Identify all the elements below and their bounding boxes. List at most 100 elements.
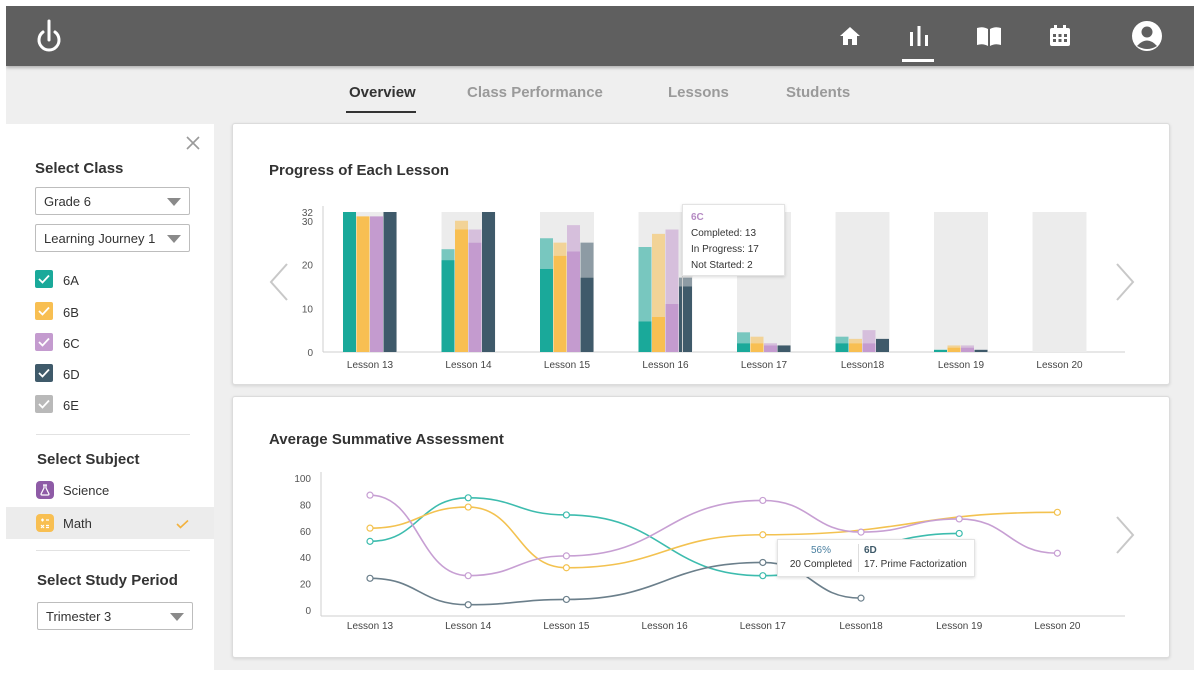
bar-in-progress <box>947 345 961 348</box>
bar-completed <box>777 345 791 352</box>
grade-select[interactable]: Grade 6 <box>35 187 190 215</box>
data-point <box>366 524 374 532</box>
progress-tooltip: 6C Completed: 13 In Progress: 17 Not Sta… <box>682 204 785 276</box>
tab-class-performance[interactable]: Class Performance <box>467 84 603 101</box>
bar-in-progress <box>638 247 652 322</box>
class-6d-checkbox[interactable] <box>35 364 53 382</box>
bar-in-progress <box>862 330 876 344</box>
bar-completed <box>737 343 750 352</box>
subject-item-science[interactable]: Science <box>6 474 214 506</box>
bar-in-progress <box>737 332 750 344</box>
bar-completed <box>652 317 665 352</box>
bar-completed <box>849 343 862 352</box>
y-tick-label: 0 <box>307 348 313 359</box>
bar-completed <box>455 229 468 352</box>
data-point <box>562 564 570 572</box>
data-point <box>955 529 963 538</box>
class-6a-checkbox[interactable] <box>35 270 53 288</box>
x-tick-label: Lesson 15 <box>543 621 590 632</box>
tooltip-completed-count: 20 Completed <box>789 559 853 570</box>
chevron-down-icon <box>170 613 184 621</box>
chevron-right-icon[interactable] <box>1113 262 1137 302</box>
data-point <box>759 572 767 580</box>
bar-completed <box>441 260 455 352</box>
select-study-period-title: Select Study Period <box>37 572 178 589</box>
bar-completed <box>679 286 692 352</box>
bar-completed <box>876 338 889 352</box>
main-tabs: Overview Class Performance Lessons Stude… <box>6 84 1194 116</box>
bar-completed <box>764 345 777 352</box>
book-icon[interactable] <box>975 22 1003 50</box>
class-6c-checkbox[interactable] <box>35 333 53 351</box>
power-logo-icon[interactable] <box>34 18 64 54</box>
chevron-right-icon[interactable] <box>1113 515 1137 555</box>
learning-journey-select[interactable]: Learning Journey 1 <box>35 224 190 252</box>
tooltip-lesson: 17. Prime Factorization <box>864 559 967 570</box>
class-6b-label: 6B <box>63 305 79 320</box>
subject-label-science: Science <box>63 483 110 498</box>
close-icon[interactable] <box>186 136 200 150</box>
divider <box>36 550 190 551</box>
tab-overview[interactable]: Overview <box>349 84 416 101</box>
bar-chart-icon[interactable] <box>905 22 933 50</box>
bar-in-progress <box>580 242 594 278</box>
bar-completed <box>862 343 876 352</box>
home-icon[interactable] <box>836 22 864 50</box>
flask-icon <box>36 481 54 499</box>
x-tick-label: Lesson 20 <box>1034 621 1081 632</box>
tooltip-pointer-line <box>682 204 683 352</box>
bar-in-progress <box>567 225 580 252</box>
grade-value: Grade 6 <box>44 194 91 209</box>
chevron-down-icon <box>167 235 181 243</box>
tab-students[interactable]: Students <box>786 84 851 101</box>
bar-completed <box>750 343 764 352</box>
bar-completed <box>947 347 961 352</box>
data-point <box>562 511 570 519</box>
bar-completed <box>468 242 482 352</box>
tooltip-percent: 56% <box>810 545 831 556</box>
y-tick-label: 32 <box>302 208 314 219</box>
tooltip-completed: Completed: 13 <box>691 228 757 239</box>
bar-completed <box>370 216 383 352</box>
tooltip-not-started: Not Started: 2 <box>691 260 753 271</box>
check-icon <box>176 516 189 534</box>
subject-item-math[interactable]: Math <box>6 507 214 539</box>
bar-completed <box>961 347 974 352</box>
x-tick-label: Lesson 20 <box>1036 360 1083 371</box>
calculator-icon <box>36 514 54 532</box>
class-6c-label: 6C <box>63 336 80 351</box>
data-point <box>366 574 374 582</box>
bar-completed <box>540 268 553 352</box>
tab-lessons[interactable]: Lessons <box>668 84 729 101</box>
bar-completed <box>343 212 356 352</box>
bar-background <box>934 212 988 352</box>
chevron-left-icon[interactable] <box>267 262 291 302</box>
bar-in-progress <box>750 336 764 344</box>
data-point <box>366 491 374 499</box>
bar-completed <box>580 277 594 352</box>
series-line <box>369 506 1058 569</box>
select-class-title: Select Class <box>35 160 124 177</box>
bar-in-progress <box>540 238 553 269</box>
period-value: Trimester 3 <box>46 609 112 624</box>
data-point <box>366 537 374 545</box>
class-6b-checkbox[interactable] <box>35 302 53 320</box>
data-point <box>1053 549 1062 557</box>
calendar-icon[interactable] <box>1046 22 1074 50</box>
data-point <box>759 496 767 505</box>
study-period-select[interactable]: Trimester 3 <box>37 602 193 630</box>
assessment-tooltip: 56% 20 Completed 6D 17. Prime Factorizat… <box>777 539 975 577</box>
bar-background <box>835 212 890 352</box>
bar-in-progress <box>553 242 567 256</box>
user-icon[interactable] <box>1130 19 1164 53</box>
x-tick-label: Lesson18 <box>839 621 883 632</box>
data-point <box>562 552 570 560</box>
y-tick-label: 80 <box>300 500 312 511</box>
class-6e-checkbox[interactable] <box>35 395 53 413</box>
data-point <box>759 558 767 567</box>
x-tick-label: Lesson18 <box>841 360 885 371</box>
x-tick-label: Lesson 16 <box>642 360 689 371</box>
bar-in-progress <box>961 345 974 348</box>
top-nav-bar <box>6 6 1194 66</box>
assessment-line-chart: 0 20 40 60 80 100 Lesson 13 Lesson 14 Lesson 15 L… <box>294 472 1125 632</box>
